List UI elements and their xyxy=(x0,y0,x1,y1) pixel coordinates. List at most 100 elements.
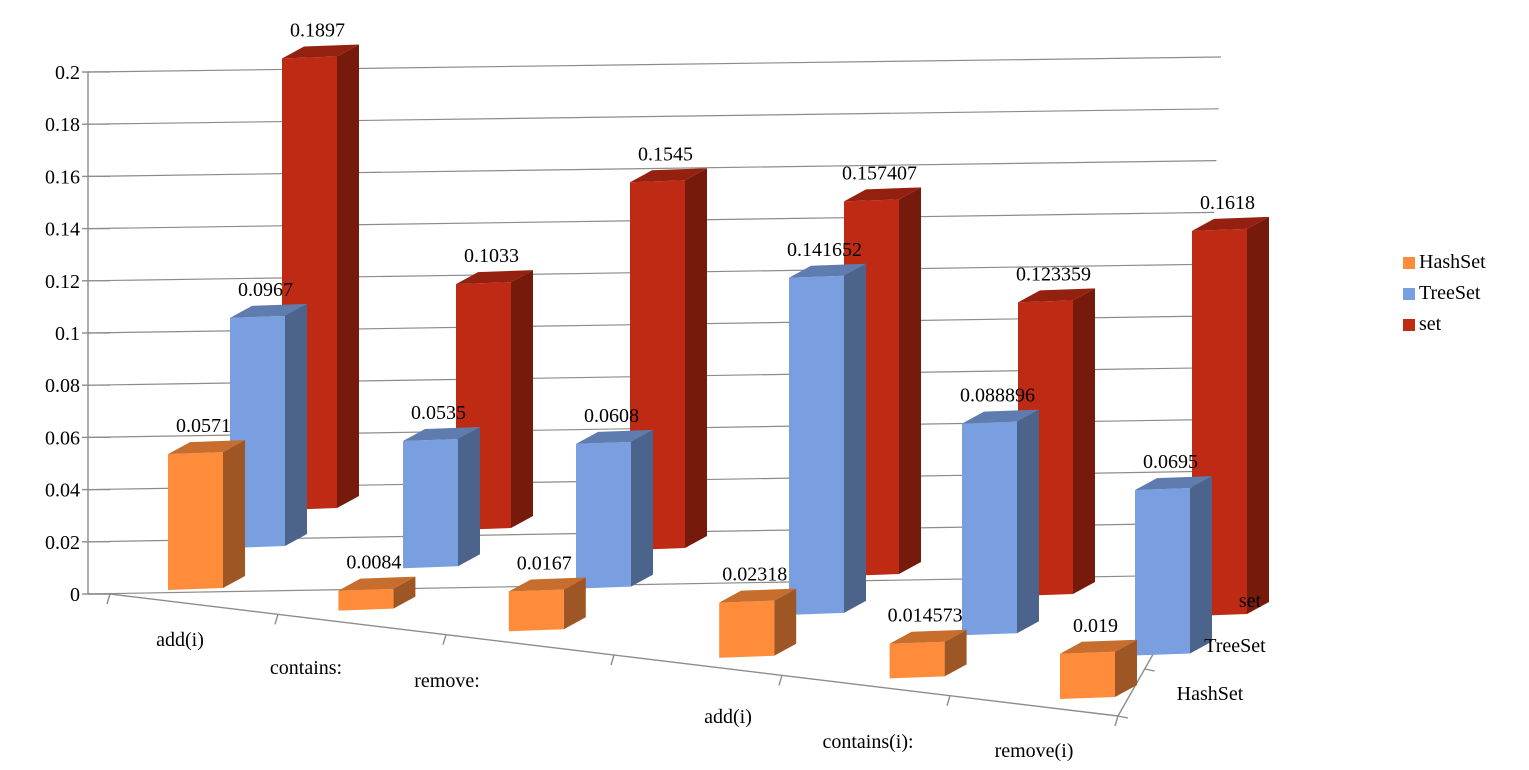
bar-front-face xyxy=(962,421,1017,636)
bar-treeset-5 xyxy=(1135,476,1212,656)
legend-label-set: set xyxy=(1419,313,1442,335)
bar-front-face xyxy=(576,441,631,589)
bar-side-face xyxy=(1073,288,1095,594)
bar-top-face xyxy=(1192,216,1269,231)
bar-top-face xyxy=(719,588,797,603)
bar-top-face xyxy=(230,303,307,318)
x-tick xyxy=(946,695,951,706)
gridline xyxy=(87,56,1222,73)
y-tick-label: 0.06 xyxy=(45,427,80,449)
data-label: 0.02318 xyxy=(722,564,787,586)
data-label: 0.141652 xyxy=(787,239,862,261)
bar-front-face xyxy=(1060,651,1115,699)
x-category-label: contains: xyxy=(270,657,342,679)
bar-top-face xyxy=(1018,288,1095,303)
bar-front-face xyxy=(168,452,223,590)
bar-treeset-2 xyxy=(576,429,653,589)
bar-side-face xyxy=(899,187,921,574)
bar-top-face xyxy=(282,44,359,59)
y-tick-label: 0.18 xyxy=(45,114,80,136)
bar-top-face xyxy=(844,187,921,202)
bar-side-face xyxy=(511,270,533,528)
data-label: 0.0167 xyxy=(517,552,572,574)
bar-front-face xyxy=(338,588,394,611)
bar-top-face xyxy=(508,577,586,592)
bar-hashset-4 xyxy=(889,629,967,679)
bar-side-face xyxy=(1115,639,1137,697)
y-tick-label: 0.16 xyxy=(45,166,80,188)
bar-front-face xyxy=(508,589,564,632)
x-tick xyxy=(106,593,111,605)
bar-top-face xyxy=(1135,476,1212,491)
bar-side-face xyxy=(393,576,416,609)
data-label: 0.1897 xyxy=(290,20,345,42)
bar-top-face xyxy=(168,440,245,455)
data-label: 0.157407 xyxy=(842,162,917,184)
bar-top-face xyxy=(338,576,416,591)
x-category-label: add(i) xyxy=(156,629,204,651)
bar-side-face xyxy=(685,168,707,549)
legend: HashSet TreeSet set xyxy=(1403,247,1523,340)
data-label: 0.0535 xyxy=(411,402,466,424)
bar-top-face xyxy=(889,629,967,644)
legend-item-set: set xyxy=(1403,309,1523,340)
bar-side-face xyxy=(337,44,359,508)
bar-hashset-1 xyxy=(338,576,416,611)
bar-top-face xyxy=(403,426,480,441)
data-label: 0.0084 xyxy=(346,552,401,574)
bar-side-face xyxy=(285,303,307,546)
y-tick-label: 0.12 xyxy=(45,271,80,293)
legend-swatch-set xyxy=(1403,318,1415,331)
bar-side-face xyxy=(1017,409,1039,634)
bar-top-face xyxy=(962,409,1039,424)
bar-top-face xyxy=(456,270,533,285)
x-category-label: contains(i): xyxy=(822,731,913,753)
x-tick xyxy=(274,614,279,625)
bar-side-face xyxy=(1247,216,1269,614)
data-label: 0.0571 xyxy=(176,415,231,437)
y-tick-label: 0.1 xyxy=(55,323,80,345)
bar-side-face xyxy=(944,629,967,677)
data-label: 0.014573 xyxy=(888,605,963,627)
bar-side-face xyxy=(223,440,245,588)
bar-front-face xyxy=(719,600,775,658)
bar-treeset-3 xyxy=(789,263,866,615)
x-category-label: remove(i) xyxy=(995,740,1074,762)
bar-front-face xyxy=(1135,488,1190,656)
x-category-label: remove: xyxy=(414,670,480,692)
bar-side-face xyxy=(1190,476,1212,654)
y-tick-label: 0 xyxy=(70,584,80,606)
legend-label-treeset: TreeSet xyxy=(1419,282,1481,304)
bar-hashset-0 xyxy=(168,440,245,590)
x-tick xyxy=(610,654,615,666)
y-tick-label: 0.14 xyxy=(45,219,80,241)
y-tick-label: 0.04 xyxy=(45,480,80,502)
bar-treeset-4 xyxy=(962,409,1039,636)
label-layer: 0 0.02 0.04 0.06 0.08 0.1 0.12 0.14 0.16 0.18 0.2 a… xyxy=(45,20,1266,762)
bar-front-face xyxy=(403,438,458,569)
data-label: 0.088896 xyxy=(960,385,1035,407)
data-label: 0.1618 xyxy=(1200,192,1255,214)
bar-top-face xyxy=(1060,639,1137,654)
gridline xyxy=(87,108,1219,125)
data-label: 0.1545 xyxy=(638,143,693,165)
data-label: 0.123359 xyxy=(1016,263,1091,285)
data-label: 0.019 xyxy=(1073,615,1118,637)
bar-top-face xyxy=(630,168,707,183)
data-label: 0.0695 xyxy=(1143,451,1198,473)
depth-category-label: TreeSet xyxy=(1204,635,1266,657)
y-tick-label: 0.08 xyxy=(45,375,80,397)
depth-category-label: HashSet xyxy=(1177,683,1244,705)
legend-swatch-hashset xyxy=(1403,256,1415,269)
bar-hashset-5 xyxy=(1060,639,1137,699)
legend-label-hashset: HashSet xyxy=(1419,251,1486,273)
x-tick xyxy=(778,675,783,686)
bar-hashset-3 xyxy=(719,588,797,658)
legend-item-hashset: HashSet xyxy=(1403,247,1523,278)
gridline xyxy=(87,160,1217,177)
bar-side-face xyxy=(844,263,866,613)
bar-front-face xyxy=(789,275,844,615)
bar-top-face xyxy=(789,263,866,278)
data-label: 0.0608 xyxy=(584,405,639,427)
